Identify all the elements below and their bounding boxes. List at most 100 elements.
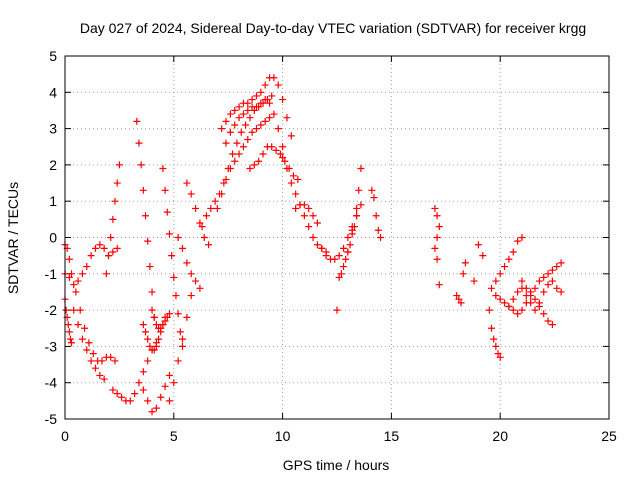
data-point (353, 204, 361, 212)
data-point (135, 379, 143, 387)
data-points (61, 74, 565, 416)
data-point (453, 292, 461, 300)
data-point (268, 143, 276, 151)
data-point (370, 194, 378, 202)
data-point (74, 277, 82, 285)
data-point (496, 295, 504, 303)
data-point (372, 212, 380, 220)
series-arc-j (148, 306, 173, 332)
data-point (250, 161, 258, 169)
y-tick-label: -2 (45, 302, 58, 318)
data-point (340, 263, 348, 271)
data-point (292, 204, 300, 212)
y-tick-label: 2 (49, 157, 57, 173)
data-point (163, 208, 171, 216)
data-point (231, 121, 239, 129)
data-point (205, 241, 213, 249)
data-point (252, 103, 260, 111)
y-tick-label: 3 (49, 121, 57, 137)
data-point (544, 270, 552, 278)
data-point (487, 284, 495, 292)
data-point (183, 313, 191, 321)
data-point (109, 248, 117, 256)
data-point (553, 263, 561, 271)
series-arc-m (174, 234, 204, 292)
data-point (259, 150, 267, 158)
data-point (165, 371, 173, 379)
data-point (250, 106, 258, 114)
data-point (514, 237, 522, 245)
data-point (492, 342, 500, 350)
data-point (183, 259, 191, 267)
data-point (509, 248, 517, 256)
data-point (135, 139, 143, 147)
y-tick-label: 5 (49, 48, 57, 64)
data-point (496, 270, 504, 278)
data-point (340, 244, 348, 252)
data-point (226, 128, 234, 136)
x-axis-label: GPS time / hours (283, 457, 390, 473)
series-arc-r (218, 74, 295, 140)
data-point (165, 230, 173, 238)
data-point (65, 328, 73, 336)
data-point (174, 310, 182, 318)
data-point (111, 357, 119, 365)
data-point (268, 92, 276, 100)
data-point (470, 277, 478, 285)
data-point (501, 263, 509, 271)
data-point (105, 252, 113, 260)
data-point (113, 390, 121, 398)
data-point (239, 143, 247, 151)
y-tick-label: 4 (49, 84, 57, 100)
data-point (248, 128, 256, 136)
y-tick-label: -3 (45, 338, 58, 354)
data-point (144, 335, 152, 343)
data-point (266, 114, 274, 122)
series-arc-k (159, 165, 187, 350)
data-point (174, 234, 182, 241)
data-point (163, 313, 171, 321)
series-arc-f (109, 346, 156, 405)
data-point (96, 371, 104, 379)
data-point (172, 292, 180, 300)
data-point (553, 284, 561, 292)
data-point (222, 117, 230, 125)
data-point (113, 179, 121, 187)
data-point (313, 219, 321, 227)
data-point (231, 106, 239, 114)
data-point (229, 150, 237, 158)
data-point (239, 110, 247, 118)
data-point (91, 244, 99, 252)
data-point (102, 270, 110, 278)
data-point (346, 241, 354, 249)
data-point (272, 146, 280, 154)
data-point (353, 212, 361, 220)
data-point (113, 244, 121, 252)
data-point (179, 244, 187, 252)
data-point (283, 165, 291, 173)
data-point (244, 135, 252, 143)
data-point (313, 241, 321, 249)
data-point (455, 295, 463, 303)
data-point (300, 212, 308, 220)
data-point (479, 252, 487, 260)
data-point (279, 143, 287, 151)
data-point (433, 234, 441, 241)
data-point (109, 215, 117, 223)
data-point (518, 306, 526, 314)
data-point (335, 252, 343, 260)
data-point (200, 234, 208, 241)
series-arc-x (344, 165, 365, 256)
data-point (252, 92, 260, 100)
data-point (87, 357, 95, 365)
data-point (557, 259, 565, 267)
data-point (279, 96, 287, 104)
data-point (261, 81, 269, 89)
data-point (501, 299, 509, 307)
series-arc-ae (487, 234, 526, 292)
data-point (218, 125, 226, 133)
data-point (148, 306, 156, 314)
series-arc-g (133, 117, 160, 347)
data-point (496, 353, 504, 361)
